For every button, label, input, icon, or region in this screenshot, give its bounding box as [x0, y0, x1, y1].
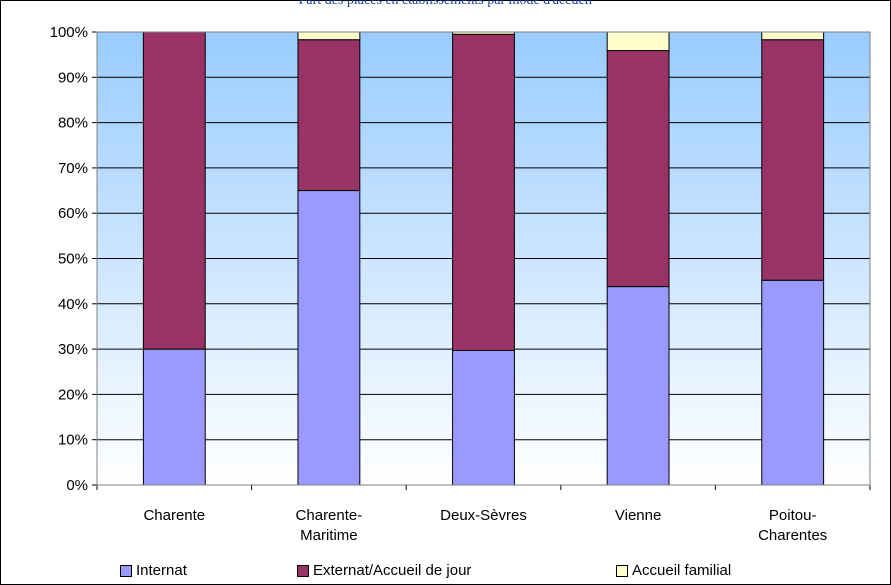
legend-item: Internat: [120, 562, 187, 579]
bar-segment: [607, 51, 669, 287]
bar-segment: [762, 40, 824, 281]
y-tick-label: 20%: [58, 386, 88, 403]
bar-segment: [298, 40, 360, 191]
y-tick-label: 30%: [58, 341, 88, 358]
bar-segment: [607, 287, 669, 485]
x-tick-label: Charente-Maritime: [296, 507, 363, 544]
legend-label: Accueil familial: [632, 562, 731, 579]
legend-swatch: [297, 565, 309, 577]
bar-segment: [762, 280, 824, 485]
y-tick-label: 10%: [58, 432, 88, 449]
y-tick-label: 90%: [58, 69, 88, 86]
y-tick-label: 100%: [50, 24, 88, 41]
legend-swatch: [616, 565, 628, 577]
y-tick-label: 60%: [58, 205, 88, 222]
legend-swatch: [120, 565, 132, 577]
x-tick-label: Charente: [143, 507, 205, 524]
legend-label: Internat: [136, 562, 187, 579]
legend-label: Externat/Accueil de jour: [313, 562, 471, 579]
bar-segment: [143, 349, 205, 485]
y-tick-label: 0%: [66, 477, 88, 494]
legend-item: Accueil familial: [616, 562, 731, 579]
y-tick-label: 80%: [58, 115, 88, 132]
bar-segment: [762, 32, 824, 40]
x-tick-label: Vienne: [615, 507, 661, 524]
y-tick-label: 40%: [58, 296, 88, 313]
x-tick-label: Poitou-Charentes: [758, 507, 827, 544]
bar-segment: [607, 32, 669, 51]
bar-segment: [143, 32, 205, 349]
y-tick-label: 50%: [58, 251, 88, 268]
bar-segment: [453, 350, 515, 485]
y-tick-label: 70%: [58, 160, 88, 177]
bar-segment: [453, 34, 515, 350]
x-tick-label: Deux-Sèvres: [440, 507, 527, 524]
bar-segment: [298, 191, 360, 485]
legend-item: Externat/Accueil de jour: [297, 562, 471, 579]
bar-segment: [298, 32, 360, 40]
